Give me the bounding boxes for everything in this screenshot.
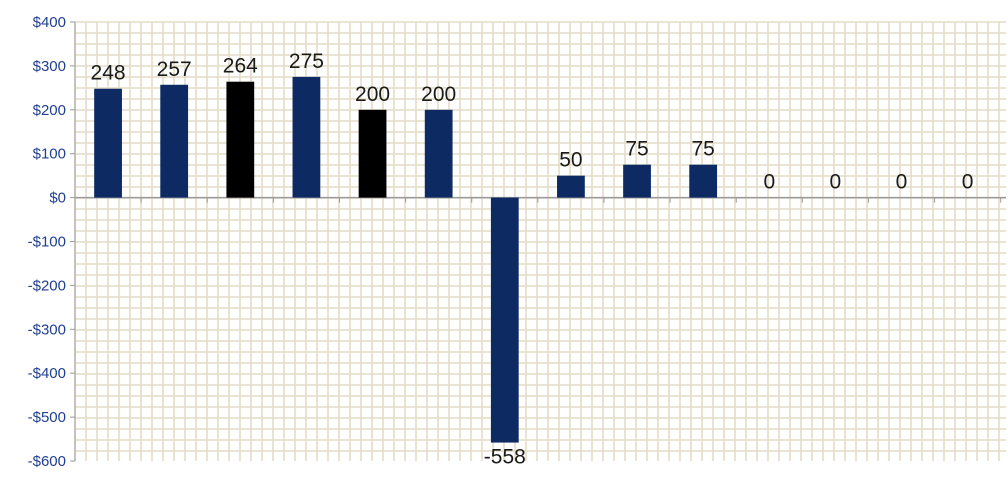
bars bbox=[94, 76, 718, 443]
data-label: 0 bbox=[763, 171, 775, 194]
bar bbox=[490, 197, 519, 443]
bar bbox=[424, 109, 453, 198]
bar bbox=[292, 76, 321, 198]
y-tick-label: $0 bbox=[49, 190, 66, 207]
data-label: 0 bbox=[830, 171, 842, 194]
data-label: 264 bbox=[223, 55, 258, 78]
bar bbox=[557, 175, 585, 198]
bar bbox=[94, 88, 122, 198]
y-tick-label: -$400 bbox=[28, 365, 66, 382]
data-label: 50 bbox=[559, 149, 582, 172]
data-label: 200 bbox=[355, 83, 390, 106]
y-tick-label: -$500 bbox=[28, 409, 66, 426]
y-tick-label: $200 bbox=[33, 102, 66, 119]
data-label: 248 bbox=[91, 62, 126, 85]
y-tick-label: -$300 bbox=[28, 321, 66, 338]
bar bbox=[358, 109, 387, 198]
y-tick-label: $300 bbox=[33, 58, 66, 75]
y-axis-ticks: $400 $300 $200 $100 $0 -$100 -$200 -$300 -$400 -$… bbox=[28, 14, 66, 470]
bar bbox=[623, 164, 651, 198]
data-label: 0 bbox=[962, 171, 974, 194]
y-tick-label: $100 bbox=[33, 146, 66, 163]
bar bbox=[689, 164, 718, 198]
data-label: -558 bbox=[484, 446, 526, 469]
data-label: 0 bbox=[896, 171, 908, 194]
y-tick-label: -$600 bbox=[28, 453, 66, 470]
y-tick-label: $400 bbox=[33, 14, 66, 31]
data-label: 75 bbox=[625, 138, 648, 161]
data-label: 200 bbox=[421, 83, 456, 106]
data-label: 257 bbox=[157, 58, 192, 81]
bar bbox=[226, 81, 255, 198]
data-labels: 248 257 264 275 200 200 -558 50 75 75 0 0 0 0 bbox=[91, 50, 974, 469]
y-tick-label: -$200 bbox=[28, 277, 66, 294]
y-tick-label: -$100 bbox=[28, 234, 66, 251]
gridlines bbox=[74, 21, 1006, 461]
data-label: 75 bbox=[691, 138, 714, 161]
bar bbox=[160, 84, 189, 198]
data-label: 275 bbox=[289, 50, 324, 73]
